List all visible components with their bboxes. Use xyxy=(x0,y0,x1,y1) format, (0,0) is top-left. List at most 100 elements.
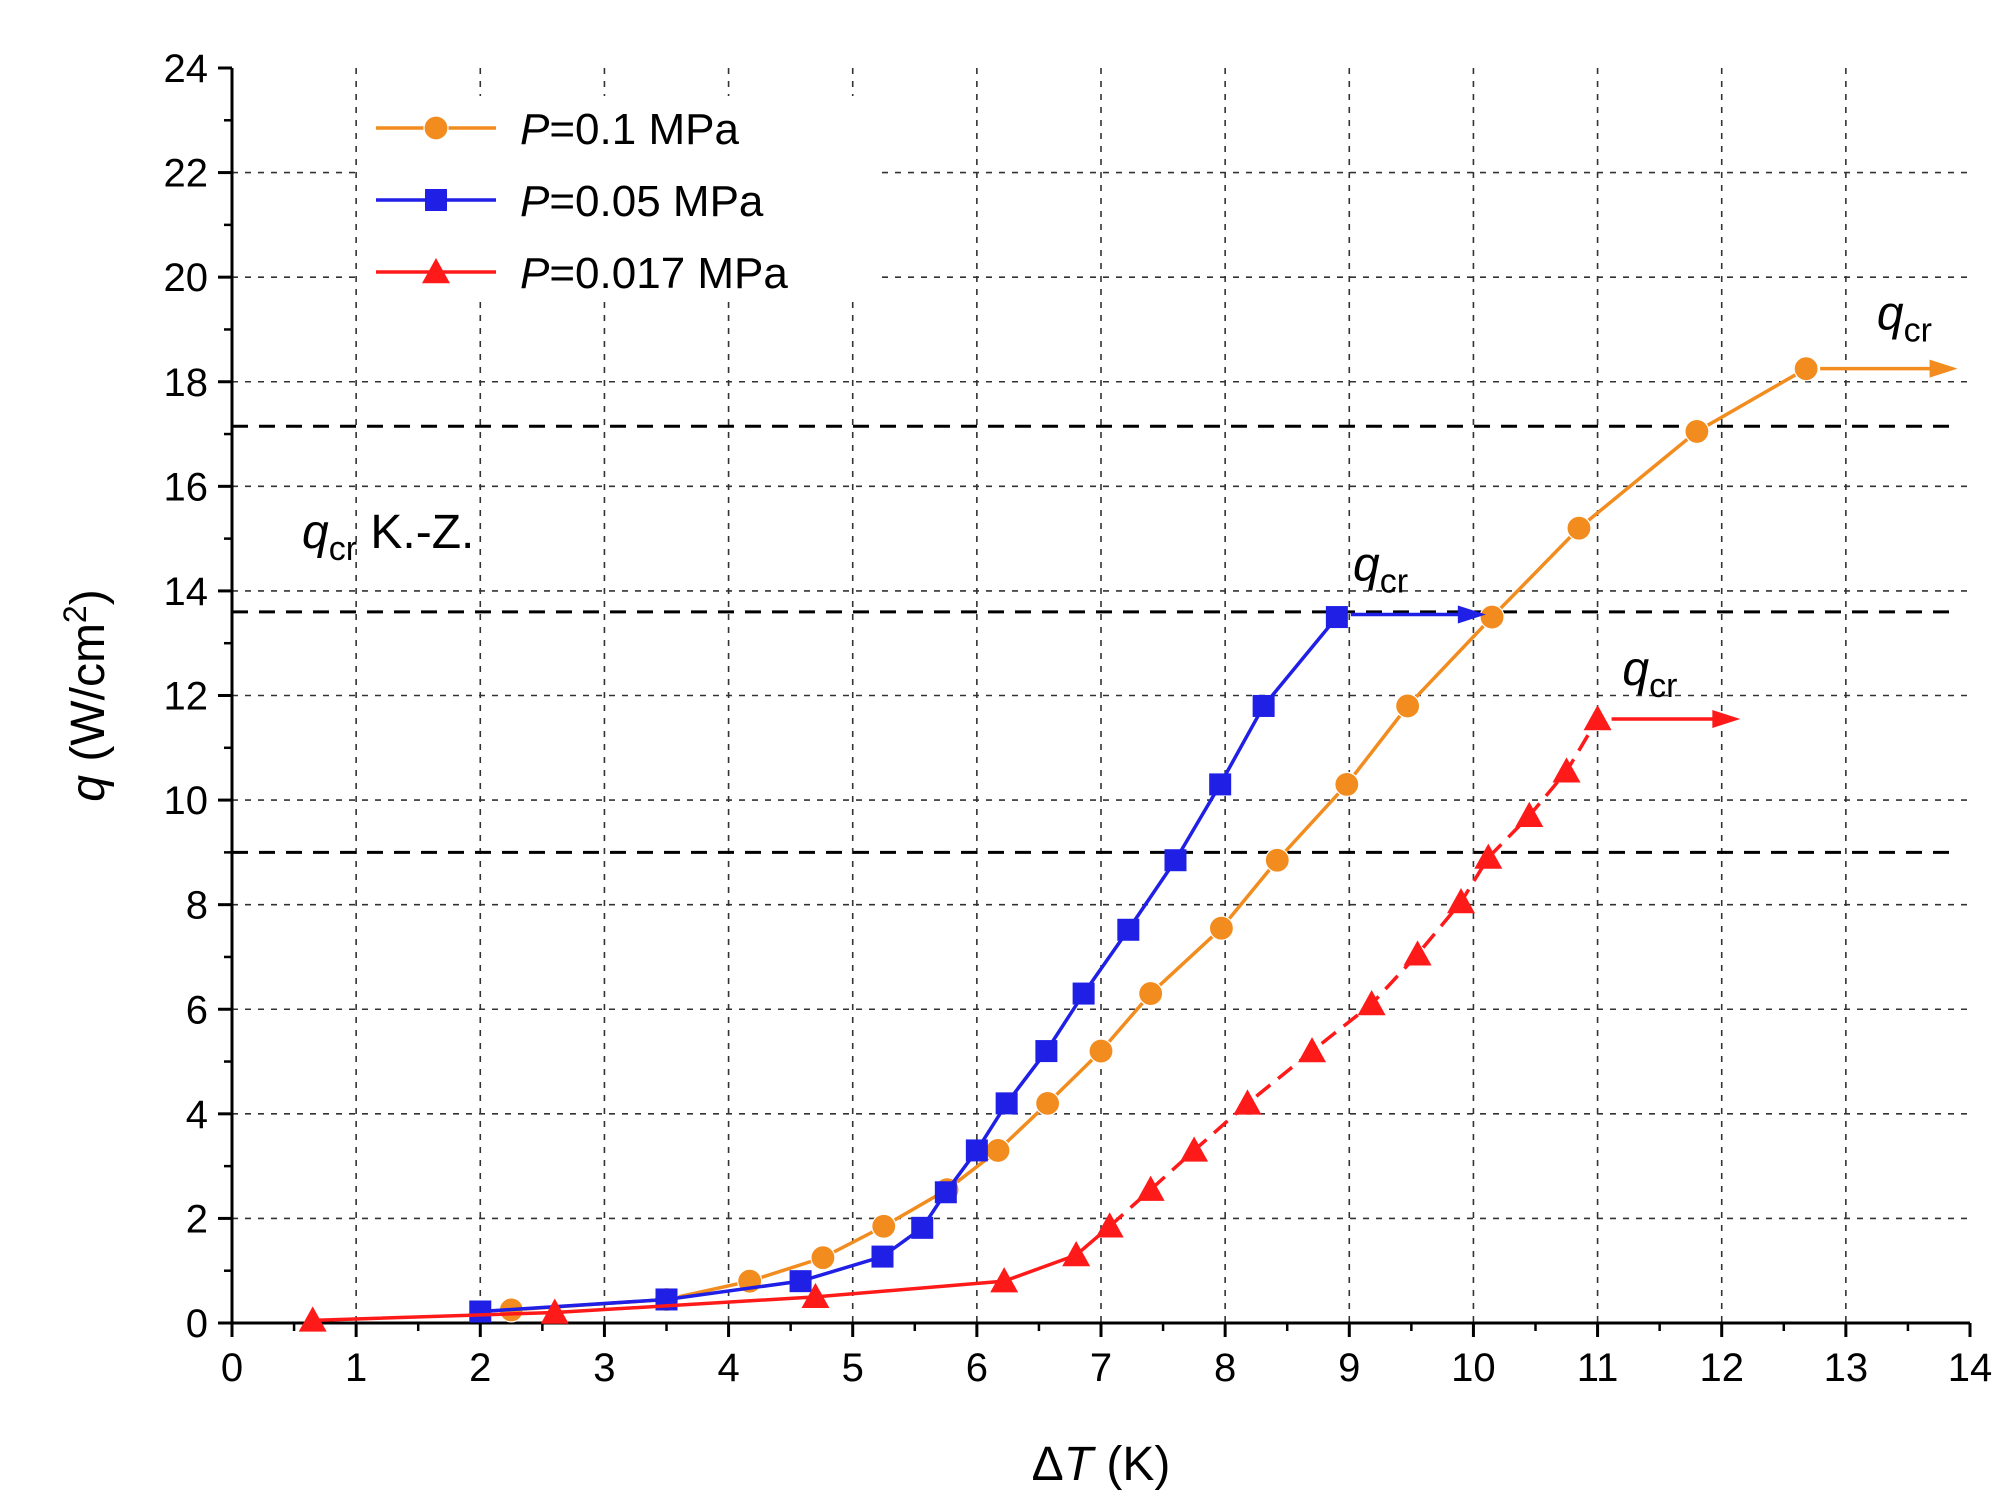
data-point xyxy=(789,1270,812,1293)
series-1 xyxy=(469,606,1348,1323)
qcr-annotation-0: qcr xyxy=(1820,287,1958,378)
data-point xyxy=(1138,980,1164,1007)
y-tick-label: 16 xyxy=(164,465,209,509)
data-point xyxy=(995,1092,1018,1115)
legend-marker xyxy=(423,115,449,141)
y-tick-label: 0 xyxy=(186,1302,208,1346)
data-point xyxy=(1298,1037,1327,1063)
legend-marker xyxy=(422,258,450,284)
data-point xyxy=(469,1300,492,1323)
qcr-label: qcr xyxy=(1877,287,1932,349)
y-tick-label: 12 xyxy=(164,675,209,719)
data-point xyxy=(1552,757,1581,783)
qcr-label: qcr xyxy=(1622,643,1677,705)
x-tick-label: 5 xyxy=(842,1346,864,1390)
x-tick-label: 3 xyxy=(593,1346,615,1390)
qcr-arrow-head xyxy=(1929,359,1958,378)
data-point xyxy=(1035,1040,1058,1063)
qcr-arrow-head xyxy=(1712,710,1741,729)
data-point xyxy=(990,1267,1019,1293)
data-point xyxy=(1357,990,1386,1016)
y-tick-label: 2 xyxy=(186,1197,208,1241)
x-tick-label: 10 xyxy=(1451,1346,1496,1390)
x-tick-label: 2 xyxy=(469,1346,491,1390)
series-line xyxy=(511,367,1808,1312)
legend-label: P=0.017 MPa xyxy=(520,249,788,298)
data-point xyxy=(298,1306,327,1332)
grid-lines xyxy=(232,68,1970,1323)
x-tick-label: 0 xyxy=(221,1346,243,1390)
x-axis-label: ΔT (K) xyxy=(1032,1438,1171,1491)
data-point xyxy=(985,1137,1011,1164)
data-point xyxy=(965,1139,988,1162)
y-tick-label: 24 xyxy=(164,47,209,91)
x-tick-label: 12 xyxy=(1699,1346,1744,1390)
data-point xyxy=(810,1245,836,1271)
y-axis-label: q (W/cm2) xyxy=(57,589,115,801)
reference-label: qcr K.-Z. xyxy=(302,506,474,568)
data-point xyxy=(1035,1090,1061,1116)
x-tick-label: 13 xyxy=(1824,1346,1869,1390)
y-tick-label: 6 xyxy=(186,988,208,1032)
data-point xyxy=(1164,849,1187,872)
data-point xyxy=(1264,847,1290,873)
series-0 xyxy=(498,356,1819,1323)
legend: P=0.1 MPa P=0.05 MPa P=0.017 MPa xyxy=(360,96,880,298)
series-layer xyxy=(298,356,1819,1332)
y-tick-label: 18 xyxy=(164,361,209,405)
qcr-arrow-head xyxy=(1457,605,1486,624)
y-tick-label: 14 xyxy=(164,570,209,614)
data-point xyxy=(1233,1089,1262,1115)
data-point xyxy=(1447,888,1476,914)
series-2 xyxy=(298,705,1612,1332)
x-tick-label: 9 xyxy=(1338,1346,1360,1390)
legend-label: P=0.1 MPa xyxy=(520,105,739,154)
x-tick-label: 7 xyxy=(1090,1346,1112,1390)
legend-entry-0: P=0.1 MPa xyxy=(376,105,739,154)
y-tick-label: 8 xyxy=(186,884,208,928)
y-tick-label: 20 xyxy=(164,256,209,300)
data-point xyxy=(1403,940,1432,966)
data-point xyxy=(871,1213,897,1239)
data-point xyxy=(1117,918,1140,941)
reference-lines xyxy=(232,424,1958,854)
data-point xyxy=(1209,773,1232,796)
data-point xyxy=(1062,1241,1091,1267)
x-tick-label: 1 xyxy=(345,1346,367,1390)
data-point xyxy=(1793,356,1819,382)
series-line-dashed xyxy=(1108,718,1600,1228)
data-point xyxy=(1566,515,1592,541)
data-point xyxy=(1325,606,1348,629)
legend-entry-1: P=0.05 MPa xyxy=(376,177,764,226)
data-point xyxy=(1395,693,1421,719)
x-tick-label: 4 xyxy=(717,1346,739,1390)
data-point xyxy=(801,1282,830,1309)
data-point xyxy=(1208,915,1235,941)
qcr-annotation-1: qcr xyxy=(1350,538,1486,624)
data-point xyxy=(540,1298,569,1324)
data-point xyxy=(1072,982,1095,1005)
x-tick-label: 8 xyxy=(1214,1346,1236,1390)
data-point xyxy=(1684,418,1710,445)
legend-marker xyxy=(425,189,447,211)
x-tick-label: 14 xyxy=(1948,1346,1993,1390)
series-line xyxy=(480,615,1339,1314)
data-point xyxy=(1334,771,1360,797)
data-point xyxy=(1136,1175,1165,1201)
data-point xyxy=(1474,843,1503,869)
x-tick-label: 6 xyxy=(966,1346,988,1390)
data-point xyxy=(1583,705,1612,731)
y-tick-label: 4 xyxy=(186,1093,208,1137)
axes: 0 1 2 3 4 5 6 7 8 9 10 11 12 13 1402468101214161820222… xyxy=(57,47,1992,1491)
legend-label: P=0.05 MPa xyxy=(520,177,764,226)
data-point xyxy=(1088,1038,1114,1064)
qcr-annotation-2: qcr xyxy=(1611,643,1741,729)
data-point xyxy=(911,1216,934,1239)
data-point xyxy=(1515,801,1544,827)
legend-entry-2: P=0.017 MPa xyxy=(376,249,788,298)
annotations: qcr K.-Z. qcr qcr qcr xyxy=(302,287,1958,729)
data-point xyxy=(1180,1136,1209,1162)
y-tick-label: 10 xyxy=(164,779,209,823)
y-tick-label: 22 xyxy=(164,152,209,196)
